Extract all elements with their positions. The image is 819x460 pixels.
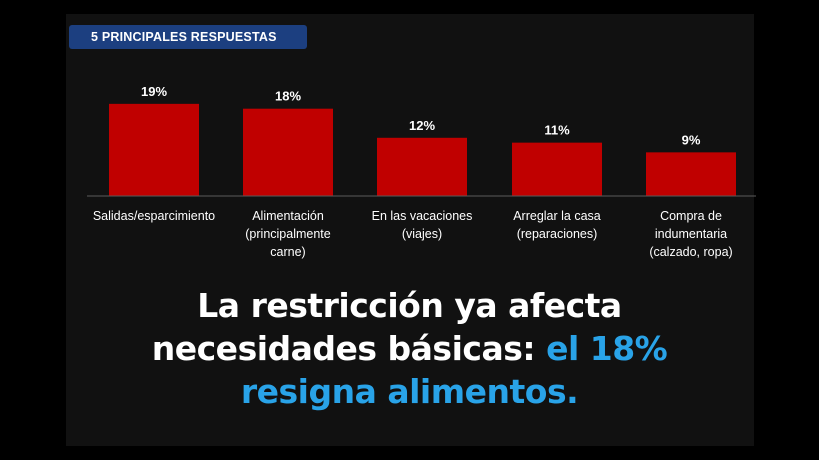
- data-label: 18%: [275, 89, 301, 104]
- bars-layer: [109, 103, 736, 196]
- labels-layer: 19% Salidas/esparcimiento 18% Alimentación (…: [93, 84, 733, 259]
- category-label: indumentaria: [655, 227, 727, 241]
- category-label: Arreglar la casa: [513, 209, 601, 223]
- category-label: carne): [270, 245, 305, 259]
- category-label: Salidas/esparcimiento: [93, 209, 215, 223]
- chart-title-badge: 5 PRINCIPALES RESPUESTAS: [69, 25, 307, 49]
- bar: [377, 137, 467, 196]
- headline-line-2-highlight: el 18%: [546, 329, 668, 368]
- data-label: 19%: [141, 84, 167, 99]
- data-label: 9%: [682, 132, 701, 147]
- category-label: Compra de: [660, 209, 722, 223]
- chart-panel: [66, 14, 754, 446]
- headline-line-2-plain: necesidades básicas:: [151, 329, 547, 368]
- category-label: (principalmente: [245, 227, 331, 241]
- category-label: En las vacaciones: [372, 209, 473, 223]
- headline-line-3-highlight: resigna alimentos.: [240, 372, 579, 411]
- category-label: (reparaciones): [517, 227, 598, 241]
- category-label: (calzado, ropa): [649, 245, 732, 259]
- bar: [243, 108, 333, 196]
- headline-line-2: necesidades básicas: el 18%: [0, 327, 819, 370]
- data-label: 12%: [409, 118, 435, 133]
- bar-chart: 19% Salidas/esparcimiento 18% Alimentación (…: [87, 84, 756, 259]
- bar: [646, 152, 736, 196]
- headline-line-1: La restricción ya afecta: [197, 286, 622, 325]
- bar: [512, 142, 602, 196]
- headline: La restricción ya afecta necesidades bás…: [0, 284, 819, 413]
- category-label: Alimentación: [252, 209, 324, 223]
- data-label: 11%: [544, 123, 570, 138]
- category-label: (viajes): [402, 227, 442, 241]
- bar: [109, 103, 199, 196]
